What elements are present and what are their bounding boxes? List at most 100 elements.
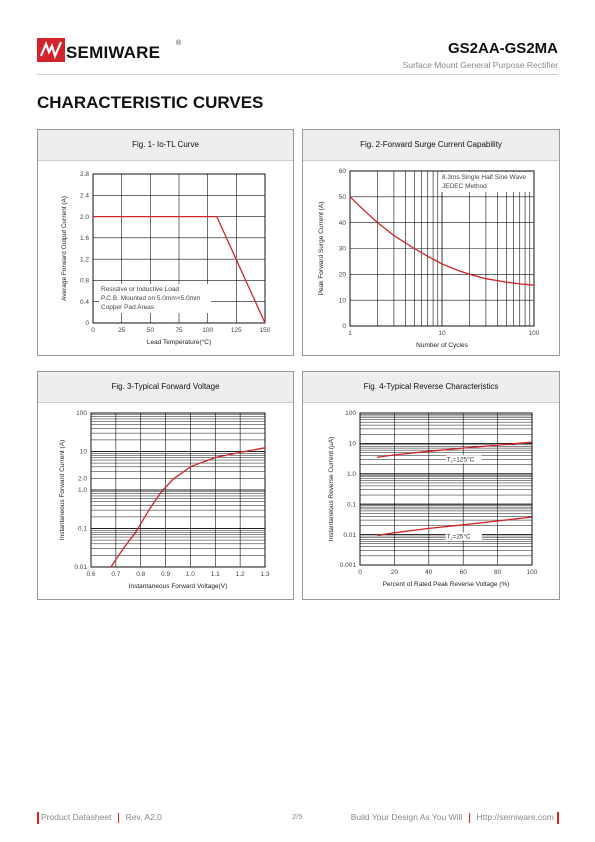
x-tick-label: 100 [529,330,540,337]
x-tick-label: 1.0 [186,571,195,578]
footer-left-marker [37,812,39,824]
document-subtitle: Surface Mount General Purpose Rectifier [402,60,558,70]
y-axis-label: Instantaneous Reverse Current (µA) [328,437,335,542]
series-line-2 [377,516,533,536]
y-axis-label: Average Forward Output Current (A) [61,196,68,301]
x-tick-label: 0.8 [136,571,145,578]
x-tick-label: 1.3 [260,571,269,578]
y-tick-label: 100 [345,410,356,417]
x-tick-label: 0 [91,327,95,334]
footer-doc-type: Product Datasheet [41,812,112,822]
figure-3-panel: Fig. 3-Typical Forward Voltage 0.6 0.7 0.8… [37,371,294,600]
x-tick-label: 100 [202,327,213,334]
footer-website-link[interactable]: Http://semiware.com [476,812,554,822]
y-tick-label: 1.0 [78,487,87,494]
series-line-1 [377,441,533,458]
y-tick-label: 10 [339,297,347,304]
footer-slogan: Build Your Design As You Will [350,812,463,822]
x-tick-label: 25 [118,327,126,334]
x-axis-label: Lead Temperature(°C) [147,338,211,346]
section-title: CHARACTERISTIC CURVES [37,93,264,112]
series-label: T⁁=125°C [447,455,475,463]
footer-right-marker [557,812,559,824]
x-tick-label: 10 [438,330,446,337]
figure-2-chart: 1 10 100 0 10 20 30 40 50 60 Number of Cycles Peak … [318,168,540,349]
x-tick-label: 0.9 [161,571,170,578]
figure-2-panel: Fig. 2-Forward Surge Current Capability … [302,129,560,356]
series-label-bg [445,455,482,464]
plot-frame [359,412,533,566]
figure-4-panel: Fig. 4-Typical Reverse Characteristics 0… [302,371,560,600]
figure-2-title: Fig. 2-Forward Surge Current Capability [303,130,559,161]
series-line-1 [110,447,266,568]
y-tick-label: 30 [339,246,347,253]
figure-3-title: Fig. 3-Typical Forward Voltage [38,372,293,403]
footer-right: Build Your Design As You Will Http://sem… [351,812,554,823]
y-tick-label: 100 [76,410,87,417]
y-tick-label: 10 [349,441,357,448]
x-tick-label: 1.1 [211,571,220,578]
plot-frame [90,412,266,568]
y-tick-label: 1.2 [80,256,89,263]
y-tick-label: 10 [80,449,88,456]
y-tick-label: 2.8 [80,171,89,178]
x-axis-label: Number of Cycles [416,342,468,349]
x-tick-label: 150 [260,327,271,334]
x-tick-label: 0.7 [111,571,120,578]
x-tick-label: 80 [494,569,502,576]
figure-1-panel: Fig. 1- Io-TL Curve 0 25 50 75 100 125 150 0 0.4… [37,129,294,356]
y-tick-label: 0.8 [80,278,89,285]
y-tick-label: 1.6 [80,235,89,242]
y-axis-label: Instantaneous Forward Current (A) [59,440,66,540]
y-tick-label: 1.0 [347,471,356,478]
annotation-bg [440,172,532,192]
x-tick-label: 75 [175,327,183,334]
y-tick-label: 20 [339,272,347,279]
y-tick-label: 0.01 [74,564,87,571]
plot-frame [92,173,266,324]
series-line-1 [93,215,266,324]
registered-mark: ® [176,40,182,47]
series-label-bg [445,532,482,541]
figure-4-chart: 0 20 40 60 80 100 0.001 0.01 0.1 1.0 10 100 Percent … [328,410,538,588]
y-tick-label: 0 [342,323,346,330]
y-tick-label: 50 [339,194,347,201]
series-line-1 [349,196,535,286]
x-tick-label: 60 [460,569,468,576]
chart-annotation: Resistive or Inductive Load [101,286,179,293]
y-tick-label: 2.0 [80,214,89,221]
chart-annotation: P.C.B. Mounted on 5.0mm×5.0mm [101,295,200,302]
x-tick-label: 50 [147,327,155,334]
figure-3-chart: 0.6 0.7 0.8 0.9 1.0 1.1 1.2 1.3 0.01 0.1 1.0 2.0 10 1… [59,410,270,590]
y-tick-label: 0.1 [347,501,356,508]
y-tick-label: 40 [339,220,347,227]
y-tick-label: 0 [85,320,89,327]
x-tick-label: 1 [348,330,352,337]
footer-left: Product Datasheet Rev. A2.0 [41,812,162,823]
x-tick-label: 0 [358,569,362,576]
footer-revision: Rev. A2.0 [125,812,162,822]
y-tick-label: 0.4 [80,299,89,306]
x-axis-label: Instantaneous Forward Voltage(V) [129,583,228,590]
brand-name: SEMIWARE [66,43,161,62]
figure-4-title: Fig. 4-Typical Reverse Characteristics [303,372,559,403]
y-axis-label: Peak Forward Surge Current (A) [318,202,325,296]
chart-annotation: 8.3ms Single Half Sine Wave [442,174,526,181]
header-divider [37,74,558,75]
plot-frame [349,170,535,327]
x-tick-label: 125 [231,327,242,334]
y-tick-label: 2.4 [80,192,89,199]
chart-annotation: JEDEC Method [442,183,487,190]
semiware-logo-icon [37,38,65,62]
x-tick-label: 0.6 [86,571,95,578]
y-tick-label: 60 [339,168,347,175]
x-axis-label: Percent of Rated Peak Reverse Voltage (%… [383,581,510,588]
figure-1-title: Fig. 1- Io-TL Curve [38,130,293,161]
x-tick-label: 20 [391,569,399,576]
y-tick-label: 0.01 [343,532,356,539]
y-tick-label: 2.0 [78,476,87,483]
series-label: T⁁=25°C [447,532,471,540]
footer-page-number: 2/5 [292,812,303,821]
figure-1-chart: 0 25 50 75 100 125 150 0 0.4 0.8 1.2 1.6 2.0 2.4 2.8 Le… [61,171,271,346]
chart-annotation: Copper Pad Areas [101,304,155,311]
